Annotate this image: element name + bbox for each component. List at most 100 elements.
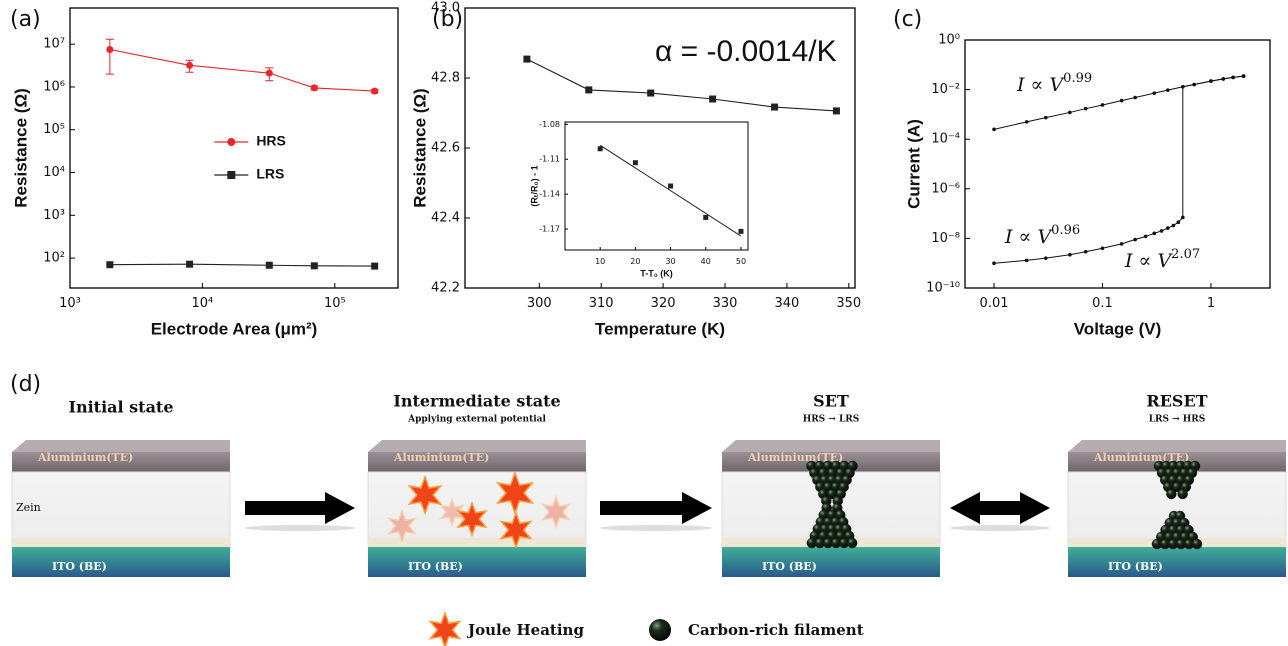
x-tick-label: 30 bbox=[665, 257, 675, 266]
panel-label: (a) bbox=[10, 7, 41, 32]
data-point bbox=[1177, 220, 1181, 224]
x-axis-title: Temperature (K) bbox=[595, 319, 725, 338]
stage-title: SET bbox=[813, 392, 849, 411]
y-tick-label: 10⁵ bbox=[43, 122, 65, 137]
x-tick-label: 310 bbox=[589, 296, 614, 311]
legend-label: LRS bbox=[256, 166, 284, 182]
arrow-shadow bbox=[600, 525, 712, 531]
carbon-sphere bbox=[1178, 489, 1188, 499]
middle-layer-label: Zein bbox=[16, 501, 41, 514]
data-point bbox=[1120, 99, 1124, 103]
y-tick-label: 42.2 bbox=[431, 281, 460, 296]
y-tick-label: -1.14 bbox=[539, 190, 560, 199]
x-tick-label: 50 bbox=[736, 257, 746, 266]
data-point bbox=[1133, 238, 1137, 242]
data-point bbox=[1133, 96, 1137, 100]
bottom-layer-label: ITO (BE) bbox=[762, 560, 817, 573]
bottom-layer-label: ITO (BE) bbox=[1108, 560, 1163, 573]
panel-label: (d) bbox=[10, 372, 41, 397]
annotation-exponent: 0.99 bbox=[1063, 71, 1092, 86]
data-point bbox=[311, 84, 318, 91]
data-point bbox=[633, 160, 638, 165]
legend-label: Joule Heating bbox=[466, 621, 584, 639]
process-arrow bbox=[600, 492, 712, 524]
data-point bbox=[833, 107, 840, 114]
data-point bbox=[647, 90, 654, 97]
carbon-sphere bbox=[1166, 489, 1176, 499]
x-tick-label: 330 bbox=[713, 296, 738, 311]
data-point bbox=[1101, 246, 1105, 250]
y-tick-label: 10⁴ bbox=[43, 165, 65, 180]
annotation-exponent: 2.07 bbox=[1171, 247, 1200, 262]
data-point bbox=[992, 261, 996, 265]
data-point bbox=[1025, 259, 1029, 263]
data-point bbox=[371, 88, 378, 95]
plot-frame bbox=[965, 40, 1270, 288]
y-tick-label: 10⁻⁸ bbox=[931, 231, 960, 246]
x-tick-label: 40 bbox=[701, 257, 711, 266]
data-point bbox=[1172, 224, 1176, 228]
data-point bbox=[1166, 226, 1170, 230]
x-axis-title: Voltage (V) bbox=[1074, 319, 1162, 338]
data-point bbox=[992, 128, 996, 132]
x-tick-label: 0.1 bbox=[1092, 296, 1113, 311]
y-tick-label: -1.11 bbox=[539, 155, 560, 164]
data-point bbox=[1144, 235, 1148, 239]
y-tick-label: 10³ bbox=[43, 208, 65, 223]
data-point bbox=[1152, 91, 1156, 95]
data-point bbox=[1025, 120, 1029, 124]
y-tick-label: 42.4 bbox=[431, 211, 460, 226]
carbon-sphere bbox=[1192, 539, 1202, 549]
annotation-text: I ∝ V bbox=[1124, 250, 1173, 272]
x-tick-label: 300 bbox=[527, 296, 552, 311]
data-point bbox=[709, 96, 716, 103]
stage-subtitle: LRS → HRS bbox=[1149, 415, 1206, 425]
y-tick-label: 10⁰ bbox=[938, 33, 960, 48]
x-tick-label: 10³ bbox=[59, 296, 81, 311]
data-point bbox=[1160, 229, 1164, 233]
data-point bbox=[1181, 216, 1185, 220]
data-point bbox=[1231, 76, 1235, 80]
y-tick-label: -1.17 bbox=[539, 225, 560, 234]
stage-subtitle: HRS → LRS bbox=[803, 415, 860, 425]
data-point bbox=[1120, 242, 1124, 246]
bottom-layer-label: ITO (BE) bbox=[52, 560, 107, 573]
plot-frame bbox=[565, 122, 748, 250]
y-axis-title: Resistance (Ω) bbox=[410, 88, 429, 207]
y-tick-label: 10⁻⁶ bbox=[931, 181, 960, 196]
y-tick-label: 42.8 bbox=[431, 71, 460, 86]
data-point bbox=[266, 262, 273, 269]
data-point bbox=[186, 62, 193, 69]
data-point bbox=[311, 262, 318, 269]
data-point bbox=[1222, 77, 1226, 81]
bottom-electrode bbox=[1068, 547, 1286, 577]
legend-marker bbox=[227, 138, 235, 146]
data-point bbox=[266, 70, 273, 77]
legend-marker bbox=[227, 171, 235, 179]
panel-label: (c) bbox=[893, 7, 922, 32]
x-tick-label: 340 bbox=[774, 296, 799, 311]
stage-subtitle: Applying external potential bbox=[407, 415, 546, 425]
y-axis-title: (Rₜ/R₀) - 1 bbox=[529, 165, 539, 206]
data-point bbox=[1084, 250, 1088, 254]
figure: 10³10⁴10⁵10²10³10⁴10⁵10⁶10⁷Electrode Are… bbox=[0, 0, 1288, 646]
y-tick-label: 42.6 bbox=[431, 141, 460, 156]
data-point bbox=[1084, 107, 1088, 111]
annotation-exponent: 0.96 bbox=[1051, 223, 1080, 238]
carbon-sphere bbox=[847, 538, 857, 548]
bottom-layer-label: ITO (BE) bbox=[408, 560, 463, 573]
y-tick-label: 10⁷ bbox=[43, 37, 65, 52]
y-tick-label: 10² bbox=[43, 251, 65, 266]
data-point bbox=[738, 229, 743, 234]
data-point bbox=[668, 184, 673, 189]
x-tick-label: 320 bbox=[651, 296, 676, 311]
panel-label: (b) bbox=[432, 7, 463, 32]
annotation: α = -0.0014/K bbox=[655, 35, 837, 68]
stage-title: Intermediate state bbox=[393, 392, 560, 411]
data-point bbox=[186, 261, 193, 268]
x-axis-title: T-T₀ (K) bbox=[640, 268, 673, 278]
x-tick-label: 1 bbox=[1207, 296, 1215, 311]
data-point bbox=[1152, 232, 1156, 236]
data-point bbox=[1209, 79, 1213, 83]
x-tick-label: 10 bbox=[595, 257, 605, 266]
